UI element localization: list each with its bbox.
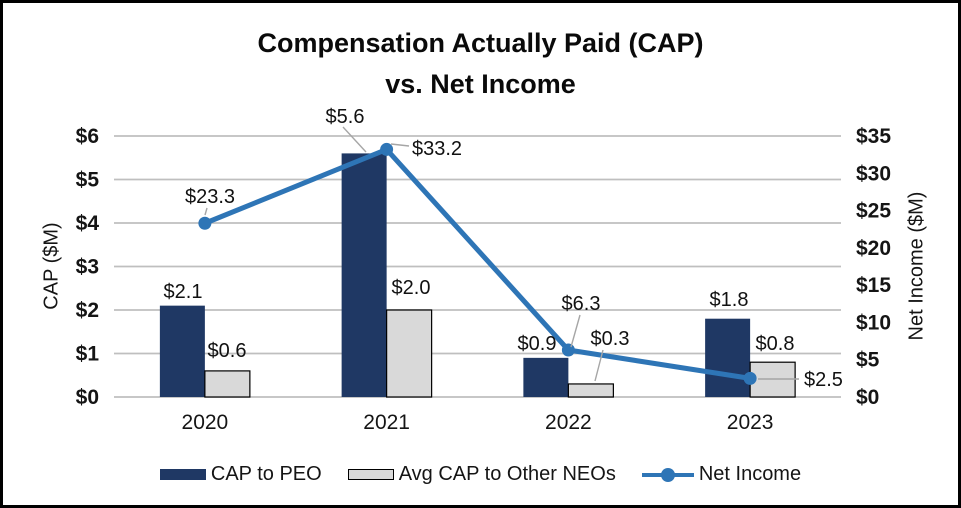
left-axis-tick-label: $1 (76, 343, 100, 366)
net-income-data-label: $6.3 (562, 293, 601, 315)
right-axis-tick-label: $15 (856, 274, 891, 297)
bar-cap-to-peo (341, 153, 387, 397)
legend-item-avg-cap-other-neos: Avg CAP to Other NEOs (347, 463, 616, 486)
x-axis-category-label: 2022 (545, 411, 592, 434)
left-axis-tick-label: $0 (76, 386, 99, 409)
plot-area: $0 $1 $2 $3 $4 $5 $6 $0 $5 $10 $15 $20 $25 $30 $35 $2.1… (76, 106, 892, 434)
left-axis-tick-label: $3 (76, 256, 99, 279)
right-axis-tick-label: $10 (856, 311, 891, 334)
bar-cap-to-peo (523, 357, 569, 397)
net-income-line (202, 146, 753, 381)
right-axis-tick-label: $20 (856, 237, 891, 260)
data-label-leader-line (342, 126, 367, 153)
right-axis-tick-label: $25 (856, 200, 891, 223)
net-income-data-label: $33.2 (412, 138, 462, 160)
data-label-leader-line (570, 314, 581, 348)
cap-to-peo-data-label: $1.8 (710, 289, 749, 311)
chart-title: Compensation Actually Paid (CAP) vs. Net… (3, 23, 958, 105)
cap-to-peo-data-label: $5.6 (326, 106, 365, 128)
avg-cap-other-neos-data-label: $0.3 (591, 328, 630, 350)
net-income-marker (743, 371, 757, 385)
legend-item-net-income: Net Income (641, 463, 802, 486)
bar-avg-cap-other-neos (204, 370, 251, 398)
left-axis-tick-label: $5 (76, 169, 100, 192)
net-income-data-label: $2.5 (804, 369, 843, 391)
legend-label-avg-cap-other-neos: Avg CAP to Other NEOs (398, 463, 616, 485)
left-axis-tick-label: $6 (76, 125, 99, 148)
data-label-leader-line (594, 349, 604, 382)
net-income-marker (198, 216, 212, 230)
cap-to-peo-data-label: $0.9 (518, 333, 557, 355)
right-axis-tick-label: $0 (856, 386, 879, 409)
left-axis-tick-label: $4 (76, 212, 100, 235)
data-label-leader-line (390, 143, 410, 147)
right-axis-tick-label: $35 (856, 125, 891, 148)
avg-cap-other-neos-data-label: $2.0 (392, 277, 431, 299)
cap-to-peo-data-label: $2.1 (164, 281, 203, 303)
left-axis-title: CAP ($M) (40, 222, 63, 310)
legend: CAP to PEO Avg CAP to Other NEOs Net Inc… (3, 463, 958, 486)
chart-title-line2: vs. Net Income (385, 69, 576, 99)
x-axis-category-label: 2021 (363, 411, 410, 434)
bar-avg-cap-other-neos (386, 309, 433, 398)
avg-cap-other-neos-swatch-icon (347, 469, 394, 480)
chart-title-line1: Compensation Actually Paid (CAP) (257, 28, 704, 58)
right-axis-tick-label: $5 (856, 349, 880, 372)
cap-to-peo-swatch-icon (159, 469, 206, 480)
net-income-marker (561, 343, 575, 357)
net-income-marker (380, 142, 394, 156)
x-axis-category-label: 2023 (727, 411, 774, 434)
right-axis-tick-label: $30 (856, 162, 891, 185)
avg-cap-other-neos-data-label: $0.6 (208, 340, 247, 362)
left-axis-tick-label: $2 (76, 299, 99, 322)
net-income-line-marker-swatch-icon (641, 467, 694, 482)
net-income-data-label: $23.3 (185, 186, 235, 208)
x-axis-category-label: 2020 (182, 411, 229, 434)
legend-label-net-income: Net Income (698, 463, 802, 485)
bar-avg-cap-other-neos (567, 383, 614, 398)
legend-item-cap-to-peo: CAP to PEO (159, 463, 322, 486)
legend-label-cap-to-peo: CAP to PEO (210, 463, 322, 485)
bar-cap-to-peo (705, 318, 751, 397)
data-label-leader-line (204, 207, 208, 216)
right-axis-title: Net Income ($M) (905, 191, 928, 341)
bar-cap-to-peo (159, 305, 205, 397)
avg-cap-other-neos-data-label: $0.8 (756, 333, 795, 355)
